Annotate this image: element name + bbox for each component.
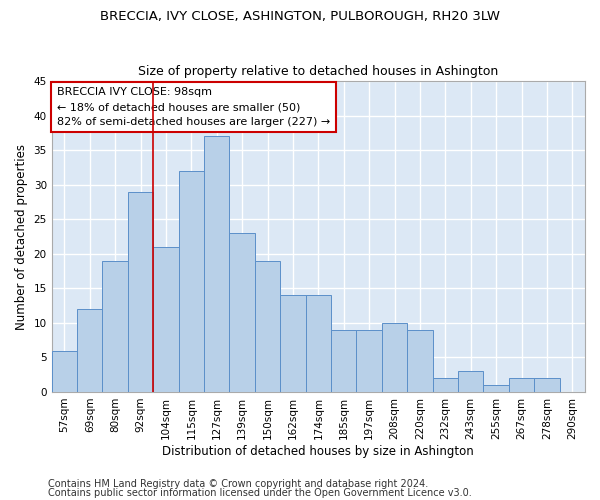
Bar [484, 385, 509, 392]
Bar [331, 330, 356, 392]
Title: Size of property relative to detached houses in Ashington: Size of property relative to detached ho… [138, 66, 499, 78]
Text: BRECCIA, IVY CLOSE, ASHINGTON, PULBOROUGH, RH20 3LW: BRECCIA, IVY CLOSE, ASHINGTON, PULBOROUG… [100, 10, 500, 23]
Bar [433, 378, 458, 392]
X-axis label: Distribution of detached houses by size in Ashington: Distribution of detached houses by size … [163, 444, 474, 458]
Bar [382, 323, 407, 392]
Bar [204, 136, 229, 392]
Bar [407, 330, 433, 392]
Bar [179, 171, 204, 392]
Bar [153, 247, 179, 392]
Bar [128, 192, 153, 392]
Bar [458, 371, 484, 392]
Text: BRECCIA IVY CLOSE: 98sqm
← 18% of detached houses are smaller (50)
82% of semi-d: BRECCIA IVY CLOSE: 98sqm ← 18% of detach… [57, 88, 330, 127]
Bar [103, 260, 128, 392]
Bar [52, 350, 77, 392]
Bar [356, 330, 382, 392]
Y-axis label: Number of detached properties: Number of detached properties [15, 144, 28, 330]
Bar [77, 309, 103, 392]
Bar [509, 378, 534, 392]
Text: Contains HM Land Registry data © Crown copyright and database right 2024.: Contains HM Land Registry data © Crown c… [48, 479, 428, 489]
Bar [255, 260, 280, 392]
Bar [229, 233, 255, 392]
Bar [305, 295, 331, 392]
Text: Contains public sector information licensed under the Open Government Licence v3: Contains public sector information licen… [48, 488, 472, 498]
Bar [280, 295, 305, 392]
Bar [534, 378, 560, 392]
